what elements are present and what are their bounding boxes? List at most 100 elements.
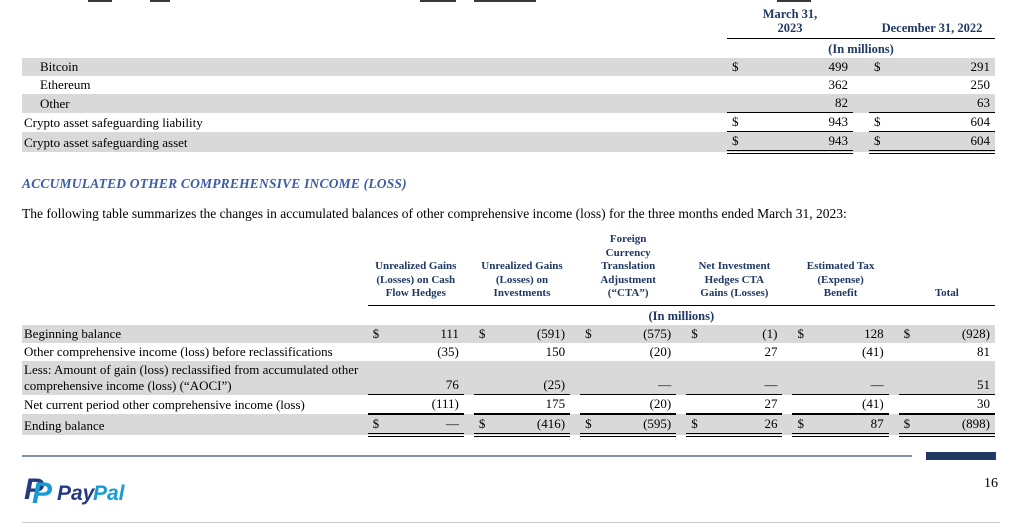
cell-value: (41) bbox=[861, 343, 884, 359]
cell-value: 76 bbox=[385, 360, 464, 395]
footer-accent-bar bbox=[926, 452, 996, 460]
row-label: Ending balance bbox=[24, 418, 105, 433]
crypto-holdings-table: March 31, 2023 December 31, 2022 (In mil… bbox=[22, 6, 995, 154]
column-header-total: Total bbox=[898, 232, 995, 306]
aoci-units-row: (In millions) bbox=[22, 305, 995, 325]
currency-symbol: $ bbox=[898, 414, 917, 437]
svg-text:Pal: Pal bbox=[93, 482, 126, 505]
cell-value: 291 bbox=[970, 59, 991, 74]
crypto-table-header-row: March 31, 2023 December 31, 2022 bbox=[22, 6, 995, 39]
paypal-logo: P P Pay Pal bbox=[24, 472, 164, 510]
row-label: Other comprehensive income (loss) before… bbox=[24, 343, 333, 359]
column-header-cta: Foreign Currency Translation Adjustment … bbox=[580, 232, 677, 306]
table-row-other: Other 82 63 bbox=[22, 94, 995, 113]
currency-symbol: $ bbox=[372, 325, 380, 341]
cell-value: 150 bbox=[545, 343, 566, 359]
intro-paragraph: The following table summarizes the chang… bbox=[22, 206, 847, 221]
table-row-ending-balance: Ending balance $ — $ (416) $ (595) $ 26 … bbox=[22, 414, 995, 437]
column-header-investments: Unrealized Gains (Losses) on Investments bbox=[473, 232, 571, 306]
cell-value: (20) bbox=[649, 343, 672, 359]
table-row-safeguarding-asset: Crypto asset safeguarding asset $ 943 $ … bbox=[22, 131, 995, 154]
cell-value: 128 bbox=[864, 325, 884, 341]
cell-value: (575) bbox=[643, 325, 672, 341]
cell-value: — bbox=[704, 360, 783, 395]
cell-value: (928) bbox=[961, 325, 990, 341]
column-header-march-31-2023: March 31, 2023 bbox=[727, 6, 853, 39]
table-row-oci-before-reclassifications: Other comprehensive income (loss) before… bbox=[22, 343, 995, 361]
currency-symbol: $ bbox=[903, 325, 911, 341]
cell-value: 604 bbox=[895, 131, 995, 154]
currency-symbol: $ bbox=[367, 414, 386, 437]
svg-text:P: P bbox=[32, 477, 53, 508]
page-number: 16 bbox=[984, 476, 998, 491]
row-label: Crypto asset safeguarding asset bbox=[24, 135, 188, 150]
row-label: Other bbox=[40, 95, 70, 111]
row-label: Net current period other comprehensive i… bbox=[24, 397, 305, 412]
cell-value: 51 bbox=[916, 360, 995, 395]
cell-value: (591) bbox=[536, 325, 566, 341]
cell-value: 604 bbox=[895, 112, 995, 132]
currency-symbol: $ bbox=[478, 325, 486, 341]
table-row-net-current-period-oci: Net current period other comprehensive i… bbox=[22, 394, 995, 415]
page-bottom-rule bbox=[22, 522, 1000, 523]
table-row-beginning-balance: Beginning balance $ 111 $ (591) $ (575) … bbox=[22, 324, 995, 343]
cell-value: — bbox=[810, 360, 889, 395]
row-label: Bitcoin bbox=[40, 59, 79, 74]
crop-artifact bbox=[88, 0, 112, 2]
column-header-december-31-2022: December 31, 2022 bbox=[869, 6, 995, 39]
currency-symbol: $ bbox=[585, 325, 592, 341]
crypto-units-row: (In millions) bbox=[22, 39, 995, 59]
cell-value: 111 bbox=[440, 325, 459, 341]
cell-value: 30 bbox=[916, 394, 995, 415]
currency-symbol: $ bbox=[874, 59, 881, 74]
currency-symbol: $ bbox=[691, 325, 698, 341]
section-heading: ACCUMULATED OTHER COMPREHENSIVE INCOME (… bbox=[22, 176, 407, 191]
currency-symbol: $ bbox=[473, 414, 492, 437]
cell-value: (35) bbox=[437, 343, 459, 359]
cell-value: 943 bbox=[753, 112, 853, 132]
currency-symbol: $ bbox=[869, 131, 895, 154]
currency-symbol: $ bbox=[732, 59, 739, 74]
aoci-table-header-row: Unrealized Gains (Losses) on Cash Flow H… bbox=[22, 232, 995, 306]
cell-value: 26 bbox=[704, 414, 783, 437]
cell-value: 499 bbox=[828, 59, 849, 74]
cell-value: (20) bbox=[598, 394, 677, 415]
cell-value: (898) bbox=[916, 414, 995, 437]
crop-artifact bbox=[777, 0, 811, 2]
row-label: Crypto asset safeguarding liability bbox=[24, 114, 203, 130]
column-header-estimated-tax: Estimated Tax (Expense) Benefit bbox=[792, 232, 889, 306]
cell-value: 27 bbox=[704, 394, 783, 415]
table-row-safeguarding-liability: Crypto asset safeguarding liability $ 94… bbox=[22, 112, 995, 132]
paypal-logo-icon: P P Pay Pal bbox=[24, 473, 126, 510]
column-header-net-investment-hedges: Net Investment Hedges CTA Gains (Losses) bbox=[686, 232, 783, 306]
cell-value: 81 bbox=[977, 343, 990, 359]
cell-value: 250 bbox=[970, 77, 991, 92]
row-label: Less: Amount of gain (loss) reclassified… bbox=[24, 361, 359, 393]
currency-symbol: $ bbox=[686, 414, 705, 437]
row-label: Beginning balance bbox=[24, 325, 122, 341]
currency-symbol: $ bbox=[869, 112, 895, 132]
table-row-less-reclassified-aoci: Less: Amount of gain (loss) reclassified… bbox=[22, 360, 995, 395]
footer-divider-line bbox=[22, 455, 912, 457]
cell-value: 63 bbox=[895, 94, 995, 113]
cell-value: 27 bbox=[764, 343, 778, 359]
cell-value: — bbox=[598, 360, 677, 395]
column-header-cash-flow-hedges: Unrealized Gains (Losses) on Cash Flow H… bbox=[367, 232, 464, 306]
units-label: (In millions) bbox=[828, 42, 894, 56]
cell-value: (595) bbox=[598, 414, 677, 437]
cell-value: (1) bbox=[762, 325, 778, 341]
currency-symbol: $ bbox=[792, 414, 811, 437]
cell-value: (111) bbox=[385, 394, 464, 415]
cell-value: (41) bbox=[810, 394, 889, 415]
table-row-ethereum: Ethereum 362 250 bbox=[22, 76, 995, 94]
cell-value: (25) bbox=[491, 360, 571, 395]
cell-value: 82 bbox=[753, 94, 853, 113]
cell-value: 943 bbox=[753, 131, 853, 154]
crop-artifact bbox=[150, 0, 170, 2]
aoci-table: Unrealized Gains (Losses) on Cash Flow H… bbox=[22, 232, 995, 437]
units-label: (In millions) bbox=[648, 308, 715, 323]
cell-value: 362 bbox=[828, 77, 849, 92]
currency-symbol: $ bbox=[797, 325, 804, 341]
cell-value: 175 bbox=[491, 394, 571, 415]
